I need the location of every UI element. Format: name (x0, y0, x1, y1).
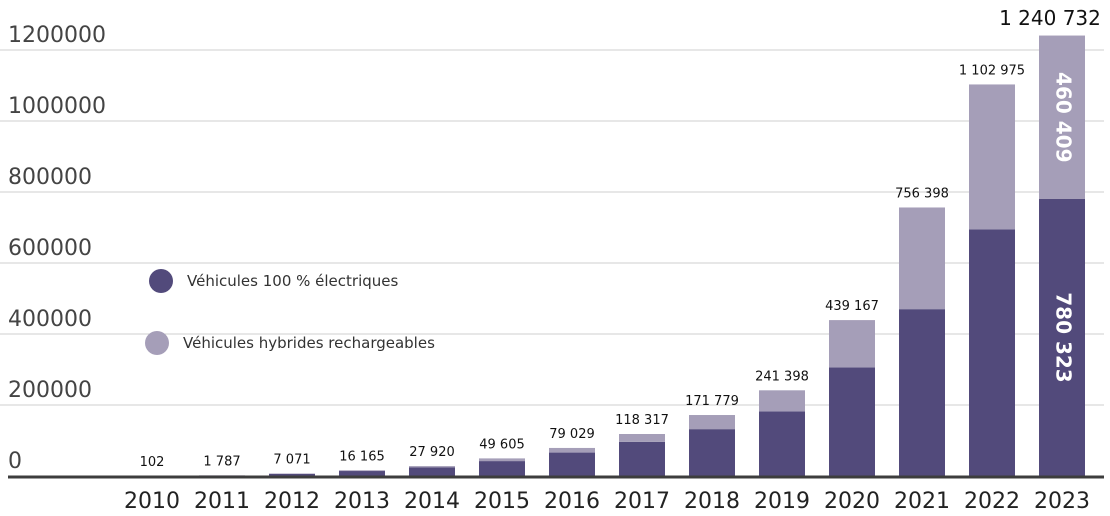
bar-total-label: 756 398 (895, 186, 949, 201)
bar-total-label: 1 240 732 (999, 6, 1101, 30)
x-tick-label: 2013 (334, 489, 390, 512)
bar-electric (619, 441, 665, 476)
x-tick-label: 2023 (1034, 489, 1090, 512)
bar-total-label: 102 (140, 455, 165, 470)
inner-label-hybrid: 460 409 (1052, 72, 1076, 162)
bar-hybrid (479, 458, 525, 462)
legend-swatch-hybrid (145, 331, 169, 355)
legend-item-electric: Véhicules 100 % électriques (149, 269, 398, 293)
bar-total-label: 439 167 (825, 299, 879, 314)
bar-hybrid (899, 207, 945, 310)
bar-electric (899, 309, 945, 476)
bar-electric (759, 411, 805, 476)
y-tick-label: 800000 (8, 165, 92, 190)
x-tick-label: 2016 (544, 489, 600, 512)
bar-total-label: 16 165 (339, 449, 385, 464)
bar-electric (339, 471, 385, 476)
y-tick-label: 200000 (8, 378, 92, 403)
bar-total-label: 49 605 (479, 437, 525, 452)
x-tick-label: 2014 (404, 489, 460, 512)
bar-electric (549, 452, 595, 476)
legend-label-electric: Véhicules 100 % électriques (187, 272, 399, 290)
y-tick-label: 1200000 (8, 23, 106, 48)
bar-total-label: 27 920 (409, 445, 455, 460)
x-tick-label: 2022 (964, 489, 1020, 512)
bar-hybrid (969, 84, 1015, 230)
x-tick-label: 2019 (754, 489, 810, 512)
bar-hybrid (549, 447, 595, 453)
x-tick-label: 2012 (264, 489, 320, 512)
bar-electric (409, 467, 455, 476)
bar-total-label: 171 779 (685, 394, 739, 409)
legend-swatch-electric (149, 269, 173, 293)
bar-electric (689, 429, 735, 476)
bar-electric (969, 229, 1015, 476)
legend-item-hybrid: Véhicules hybrides rechargeables (145, 331, 435, 355)
bar-total-label: 1 102 975 (959, 63, 1025, 78)
bar-hybrid (759, 390, 805, 412)
y-tick-label: 600000 (8, 236, 92, 261)
x-tick-label: 2020 (824, 489, 880, 512)
bar-total-label: 7 071 (273, 452, 310, 467)
y-tick-label: 400000 (8, 307, 92, 332)
bar-hybrid (829, 320, 875, 368)
bar-total-label: 241 398 (755, 369, 809, 384)
bar-total-label: 118 317 (615, 413, 669, 428)
bar-hybrid (269, 473, 315, 474)
bar-hybrid (339, 470, 385, 472)
y-tick-label: 0 (8, 449, 22, 474)
bar-hybrid (689, 415, 735, 430)
bar-total-label: 79 029 (549, 427, 595, 442)
bar-electric (1039, 198, 1085, 476)
bar-hybrid (1039, 35, 1085, 199)
bar-hybrid (409, 466, 455, 468)
bar-total-label: 1 787 (203, 454, 240, 469)
bar-hybrid (619, 433, 665, 442)
x-tick-label: 2018 (684, 489, 740, 512)
inner-label-electric: 780 323 (1052, 292, 1076, 382)
y-tick-label: 1000000 (8, 94, 106, 119)
legend-label-hybrid: Véhicules hybrides rechargeables (183, 334, 435, 352)
x-tick-label: 2015 (474, 489, 530, 512)
x-tick-label: 2011 (194, 489, 250, 512)
bar-electric (479, 461, 525, 476)
x-tick-label: 2017 (614, 489, 670, 512)
bar-electric (829, 367, 875, 476)
x-tick-label: 2021 (894, 489, 950, 512)
bar-electric (269, 473, 315, 476)
x-tick-label: 2010 (124, 489, 180, 512)
